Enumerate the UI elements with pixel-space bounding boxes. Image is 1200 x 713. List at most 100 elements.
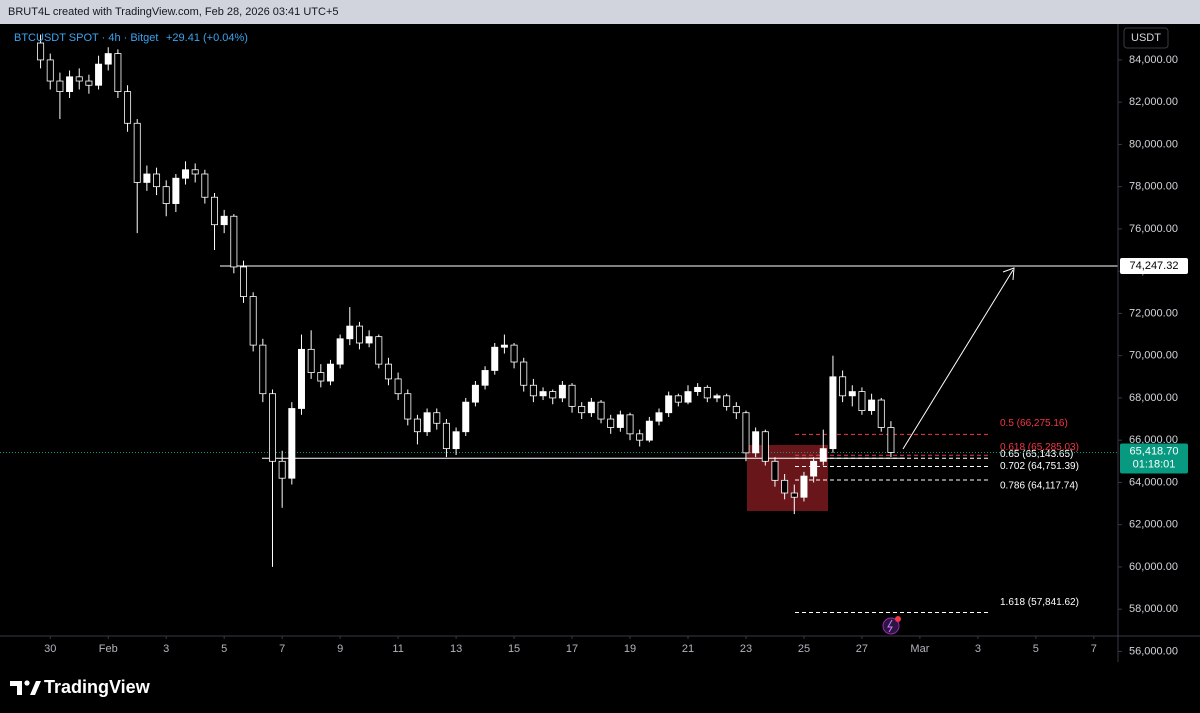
y-tick-label: 76,000.00	[1129, 223, 1178, 235]
event-icon[interactable]	[882, 617, 900, 635]
candle-body	[297, 348, 305, 409]
candle-body	[249, 296, 257, 346]
last-price-label: 65,418.70	[1130, 445, 1179, 457]
currency[interactable]: USDT	[1131, 32, 1161, 44]
candle-body	[578, 405, 586, 414]
candle-body	[520, 361, 528, 386]
candle-body	[365, 336, 373, 344]
candle-body	[539, 391, 547, 397]
candle-body	[404, 393, 412, 420]
logo-text: TradingView	[44, 677, 151, 697]
candle-body	[665, 395, 673, 414]
last-price-box	[1120, 443, 1188, 474]
y-tick-label: 62,000.00	[1129, 519, 1178, 531]
candle-body	[259, 344, 267, 395]
candle-body	[868, 399, 876, 412]
candle-body	[442, 422, 450, 450]
y-tick-label: 84,000.00	[1129, 54, 1178, 66]
candle-body	[201, 173, 209, 198]
fib-label: 0.65 (65,143.65)	[1000, 449, 1073, 460]
candle-body	[819, 448, 827, 462]
y-tick-label: 56,000.00	[1129, 645, 1178, 657]
candle-body	[587, 401, 595, 414]
candle-body	[288, 408, 296, 479]
x-tick-label: Mar	[910, 643, 929, 655]
candle-body	[829, 376, 837, 450]
candle-body	[703, 386, 711, 399]
candle-body	[220, 215, 228, 226]
header-text: BRUT4L created with TradingView.com, Feb…	[8, 6, 338, 18]
candle-body	[211, 196, 219, 226]
x-tick-label: 3	[163, 643, 169, 655]
arrow-head	[1002, 267, 1015, 281]
candle-body	[674, 395, 682, 403]
candle-body	[694, 386, 702, 392]
candle-body	[355, 325, 363, 344]
candle-body	[626, 414, 634, 435]
candle-body	[877, 399, 885, 428]
candle-body	[413, 418, 421, 433]
countdown: 01:18:01	[1133, 458, 1176, 470]
currency-box[interactable]	[1123, 27, 1169, 49]
candle-body	[75, 76, 83, 82]
candle-body	[346, 325, 354, 340]
x-tick-label: 21	[682, 643, 694, 655]
candle-body	[597, 401, 605, 420]
logo-mark	[10, 681, 22, 695]
candle-body	[568, 384, 576, 407]
logo: TradingView	[10, 677, 151, 697]
candle-body	[153, 173, 161, 188]
x-tick-label: Feb	[99, 643, 118, 655]
candle-body	[887, 427, 895, 453]
candle-body	[616, 414, 624, 428]
y-tick-label: 68,000.00	[1129, 392, 1178, 404]
x-tick-label: 5	[1033, 643, 1039, 655]
candle-body	[230, 215, 238, 268]
fib-label: 0.5 (66,275.16)	[1000, 418, 1068, 429]
level-label: 74,247.32	[1130, 260, 1179, 272]
candle-body	[500, 344, 508, 348]
candle-body	[375, 336, 383, 365]
candle-body	[56, 80, 64, 93]
candle-body	[143, 173, 151, 183]
candle-body	[761, 431, 769, 462]
x-tick-label: 7	[279, 643, 285, 655]
x-tick-label: 19	[624, 643, 636, 655]
candle-body	[317, 372, 325, 382]
candle-body	[771, 460, 779, 481]
candle-body	[529, 384, 537, 397]
header-bar	[0, 0, 1200, 24]
candle-body	[800, 475, 808, 498]
candle-body	[848, 391, 856, 397]
candle-body	[752, 431, 760, 454]
level-label-box	[1120, 257, 1188, 274]
candle-body	[278, 460, 286, 479]
x-tick-label: 15	[508, 643, 520, 655]
candle-body	[326, 363, 334, 382]
candle-body	[645, 420, 653, 441]
candle-body	[104, 53, 112, 65]
candle-body	[684, 391, 692, 403]
candle-body	[191, 169, 199, 175]
x-tick-label: 11	[392, 643, 403, 655]
candle-body	[66, 76, 74, 93]
candle-body	[471, 384, 479, 403]
logo-mark-dot	[24, 680, 30, 686]
y-tick-label: 58,000.00	[1129, 603, 1178, 615]
candle-body	[46, 59, 54, 82]
candle-body	[307, 348, 315, 373]
x-tick-label: 13	[450, 643, 462, 655]
x-tick-label: 7	[1091, 643, 1097, 655]
x-tick-label: 23	[740, 643, 752, 655]
candle-body	[558, 384, 566, 399]
fib-label: 1.618 (57,841.62)	[1000, 597, 1079, 608]
candle-body	[452, 431, 460, 450]
fib-label: 0.786 (64,117.74)	[1000, 481, 1078, 492]
event-dot	[895, 616, 901, 622]
candle-body	[384, 363, 392, 380]
arrow	[902, 269, 1014, 450]
candle-body	[655, 412, 663, 422]
candle-body	[810, 460, 818, 477]
